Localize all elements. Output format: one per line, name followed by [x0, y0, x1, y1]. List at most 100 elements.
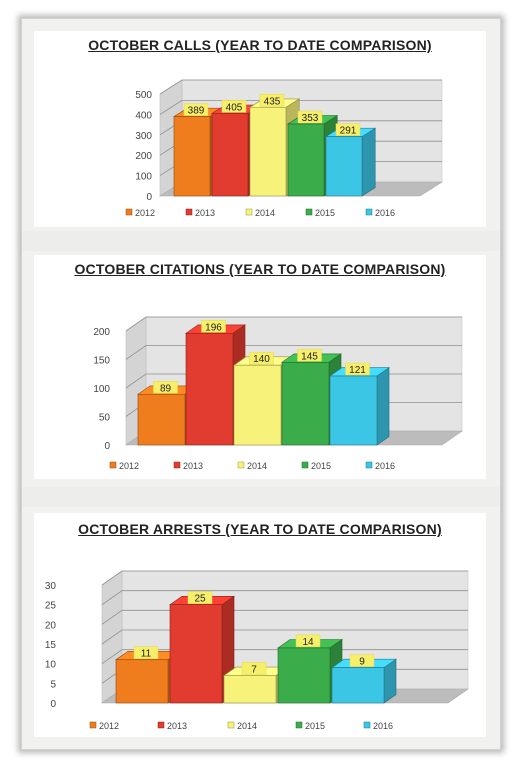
data-label-box	[259, 94, 285, 107]
data-label-box	[201, 320, 226, 333]
bar-2014	[223, 675, 277, 704]
legend-label: 2013	[167, 721, 187, 731]
legend-label: 2016	[375, 461, 395, 471]
bar-2012	[137, 393, 186, 446]
bar-side-2016	[376, 367, 390, 446]
data-label: 389	[188, 106, 205, 117]
data-label-box	[241, 662, 267, 675]
legend-swatch-2015	[295, 721, 303, 729]
legend-label: 2016	[373, 721, 393, 731]
bar-2016	[325, 136, 363, 197]
bar-2016	[331, 667, 385, 704]
legend-swatch-2013	[173, 461, 181, 469]
citations-chart-svg: 0 50 100 150 200 89 196 140 145 121 2012 2013 2014 20…	[93, 316, 463, 471]
y-tick-label: 15	[45, 640, 57, 651]
gridline	[125, 345, 462, 360]
data-label: 121	[349, 365, 366, 376]
y-tick-label: 0	[50, 699, 56, 710]
legend-swatch-2014	[245, 208, 253, 216]
gridline	[101, 590, 468, 606]
data-label-box	[153, 381, 178, 394]
data-label: 7	[251, 664, 257, 675]
legend-label: 2014	[237, 721, 257, 731]
data-label-box	[297, 110, 323, 124]
data-label-box	[133, 646, 159, 659]
legend-swatch-2014	[237, 461, 245, 469]
divider-1	[22, 231, 500, 251]
data-label: 196	[205, 322, 222, 333]
y-tick-label: 100	[135, 172, 152, 183]
data-label-box	[183, 103, 209, 116]
data-label: 14	[302, 637, 314, 648]
legend-label: 2015	[315, 208, 335, 218]
report-frame: OCTOBER CALLS (YEAR TO DATE COMPARISON) …	[21, 18, 501, 750]
legend-label: 2012	[135, 208, 155, 218]
citations-chart-title: OCTOBER CITATIONS (YEAR TO DATE COMPARIS…	[74, 261, 446, 277]
legend-swatch-2015	[301, 461, 309, 469]
y-tick-label: 150	[93, 356, 110, 367]
data-label-box	[295, 634, 321, 648]
y-tick-label: 10	[45, 660, 57, 671]
data-label: 353	[302, 113, 319, 124]
bar-2013	[211, 113, 249, 197]
legend-label: 2015	[311, 461, 331, 471]
data-label-box	[297, 349, 322, 362]
legend-swatch-2013	[157, 721, 165, 729]
data-label-box	[221, 100, 247, 113]
data-label: 89	[160, 383, 172, 394]
arrests-chart-svg: 0 5 10 15 20 25 30 11 25 7 14 9 2012 2013 2014 2015 2016	[45, 570, 469, 731]
data-label-box	[345, 362, 370, 376]
legend-label: 2014	[255, 208, 275, 218]
bar-2014	[233, 364, 282, 446]
legend-swatch-2012	[125, 208, 133, 216]
gridline	[125, 316, 462, 332]
data-label: 405	[226, 102, 243, 113]
y-tick-label: 100	[93, 384, 110, 395]
y-tick-label: 25	[45, 601, 57, 612]
legend-label: 2016	[375, 208, 395, 218]
data-label: 9	[359, 657, 365, 668]
legend-swatch-2016	[365, 208, 373, 216]
y-tick-label: 30	[45, 581, 57, 592]
legend-swatch-2012	[89, 721, 97, 729]
bar-2015	[287, 123, 325, 197]
data-label: 140	[253, 354, 270, 365]
bar-2012	[115, 659, 169, 704]
bar-2014	[249, 106, 287, 197]
data-label-box	[335, 123, 361, 136]
gridline	[101, 609, 468, 625]
y-tick-label: 200	[135, 151, 152, 162]
data-label-box	[349, 654, 375, 667]
legend-swatch-2014	[227, 721, 235, 729]
legend-swatch-2016	[365, 461, 373, 469]
y-tick-label: 20	[45, 620, 57, 631]
data-label-box	[187, 591, 213, 604]
y-tick-label: 0	[146, 192, 152, 203]
gridline	[101, 649, 468, 665]
gridline	[159, 79, 442, 95]
legend-label: 2015	[305, 721, 325, 731]
calls-chart-title: OCTOBER CALLS (YEAR TO DATE COMPARISON)	[88, 37, 432, 53]
legend-label: 2013	[183, 461, 203, 471]
data-label: 145	[301, 351, 318, 362]
legend-swatch-2015	[305, 208, 313, 216]
data-label: 11	[141, 649, 152, 660]
bar-2016	[329, 375, 378, 446]
arrests-chart-panel: OCTOBER ARRESTS (YEAR TO DATE COMPARISON…	[34, 513, 486, 737]
bar-2013	[185, 332, 234, 446]
citations-chart-panel: OCTOBER CITATIONS (YEAR TO DATE COMPARIS…	[34, 255, 486, 479]
legend-swatch-2013	[185, 208, 193, 216]
y-tick-label: 5	[50, 679, 56, 690]
gridline	[101, 629, 468, 645]
calls-chart-svg: 0 100 200 300 400 500 389 405 435 353 291 2012 2013 2…	[125, 79, 444, 218]
arrests-chart-title: OCTOBER ARRESTS (YEAR TO DATE COMPARISON…	[78, 521, 442, 537]
gridline	[159, 100, 442, 115]
legend-label: 2013	[195, 208, 215, 218]
y-tick-label: 300	[135, 131, 152, 142]
legend-label: 2014	[247, 461, 267, 471]
legend-label: 2012	[99, 721, 119, 731]
y-tick-label: 200	[93, 327, 110, 338]
data-label: 291	[340, 126, 357, 137]
divider-2	[22, 487, 500, 507]
gridline	[101, 570, 468, 586]
